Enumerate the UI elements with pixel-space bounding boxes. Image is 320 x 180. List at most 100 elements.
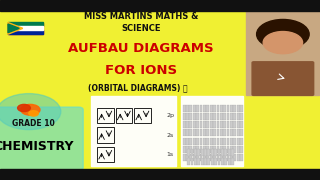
Bar [233, 154, 236, 161]
Bar [183, 129, 186, 136]
Bar [206, 129, 209, 136]
Bar [186, 138, 189, 145]
Bar [200, 113, 203, 120]
Bar [223, 105, 226, 112]
Bar [8, 22, 43, 26]
Bar [228, 149, 231, 156]
Bar [240, 105, 243, 112]
FancyBboxPatch shape [252, 62, 314, 95]
Bar [217, 121, 219, 128]
Bar [217, 138, 219, 145]
Bar [220, 154, 223, 161]
Bar [97, 147, 114, 162]
Bar [237, 121, 240, 128]
Bar [210, 113, 212, 120]
Bar [214, 149, 217, 156]
Text: CHEMISTRY: CHEMISTRY [0, 140, 74, 153]
Bar [186, 154, 189, 161]
Bar [197, 158, 200, 165]
Bar [191, 149, 193, 156]
Bar [220, 121, 223, 128]
Bar [8, 26, 43, 30]
Bar [200, 105, 203, 112]
Bar [0, 0, 320, 11]
Bar [217, 113, 219, 120]
Circle shape [21, 104, 40, 115]
Bar [196, 146, 199, 153]
Polygon shape [8, 22, 23, 34]
Text: (ORBITAL DIAGRAMS) 💡: (ORBITAL DIAGRAMS) 💡 [88, 84, 188, 93]
Bar [203, 121, 206, 128]
Bar [218, 149, 220, 156]
Bar [217, 105, 219, 112]
Bar [196, 113, 199, 120]
Bar [223, 129, 226, 136]
Bar [224, 158, 227, 165]
Bar [213, 154, 216, 161]
Bar [196, 129, 199, 136]
FancyBboxPatch shape [0, 107, 83, 170]
Bar [233, 138, 236, 145]
Bar [237, 129, 240, 136]
Bar [211, 158, 214, 165]
Bar [210, 146, 212, 153]
Bar [193, 113, 196, 120]
Bar [210, 121, 212, 128]
Bar [217, 129, 219, 136]
Circle shape [18, 104, 30, 112]
Text: MISS MARTINS MATHS &: MISS MARTINS MATHS & [84, 12, 198, 21]
Bar [186, 129, 189, 136]
Bar [223, 146, 226, 153]
Bar [230, 146, 233, 153]
Bar [213, 113, 216, 120]
Bar [240, 154, 243, 161]
Bar [197, 149, 200, 156]
Bar [194, 158, 197, 165]
Bar [230, 154, 233, 161]
Bar [189, 113, 192, 120]
Bar [227, 129, 229, 136]
Bar [183, 146, 186, 153]
Bar [221, 149, 224, 156]
Bar [206, 138, 209, 145]
Bar [230, 113, 233, 120]
Bar [220, 146, 223, 153]
Bar [223, 138, 226, 145]
Bar [187, 158, 190, 165]
Bar [203, 129, 206, 136]
Bar [189, 138, 192, 145]
Bar [200, 138, 203, 145]
Bar [189, 146, 192, 153]
Text: GRADE 10: GRADE 10 [12, 119, 55, 128]
Bar [97, 127, 114, 143]
Bar [206, 113, 209, 120]
Bar [200, 146, 203, 153]
Bar [200, 129, 203, 136]
Bar [207, 149, 210, 156]
Bar [220, 105, 223, 112]
Bar [233, 129, 236, 136]
Bar [181, 96, 243, 166]
Bar [220, 138, 223, 145]
Bar [227, 113, 229, 120]
Circle shape [29, 111, 38, 116]
Bar [189, 154, 192, 161]
Bar [206, 121, 209, 128]
Bar [201, 158, 204, 165]
Text: 1s: 1s [167, 152, 174, 157]
Bar [183, 154, 186, 161]
Text: SCIENCE: SCIENCE [121, 24, 161, 33]
Bar [213, 121, 216, 128]
Bar [213, 129, 216, 136]
Bar [230, 105, 233, 112]
Bar [211, 149, 214, 156]
Bar [246, 11, 319, 94]
Bar [240, 121, 243, 128]
Bar [237, 105, 240, 112]
Bar [206, 146, 209, 153]
Bar [189, 121, 192, 128]
Bar [210, 129, 212, 136]
Text: AUFBAU DIAGRAMS: AUFBAU DIAGRAMS [68, 42, 214, 55]
Bar [206, 105, 209, 112]
Bar [214, 158, 217, 165]
